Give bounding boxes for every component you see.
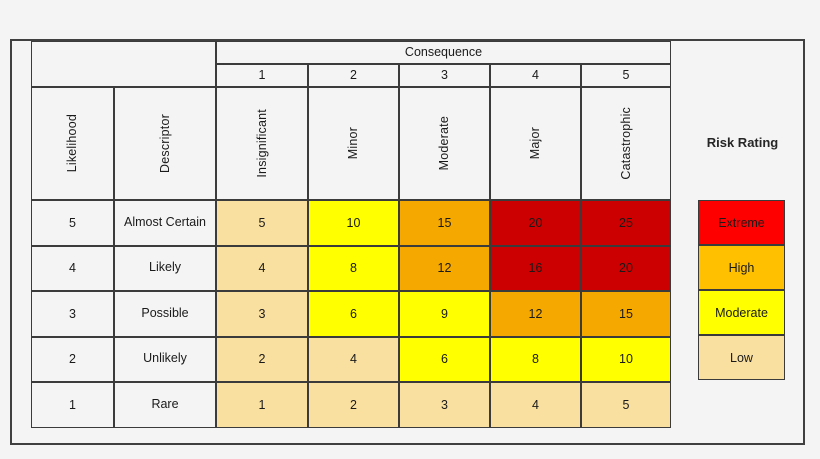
risk-cell-l4-c5[interactable]: 20 <box>581 245 671 291</box>
risk-cell-l2-c1[interactable]: 2 <box>216 336 308 382</box>
risk-cell-l5-c1[interactable]: 5 <box>216 200 308 246</box>
likelihood-header: Likelihood <box>31 87 114 200</box>
risk-cell-l4-c3[interactable]: 12 <box>399 245 490 291</box>
consequence-label-moderate-label: Moderate <box>437 116 452 171</box>
descriptor-value-4: Rare <box>114 382 216 428</box>
legend-item-moderate[interactable]: Moderate <box>698 290 785 335</box>
likelihood-value-2: 2 <box>31 336 114 382</box>
risk-cell-l4-c4[interactable]: 16 <box>490 245 581 291</box>
risk-cell-l3-c5[interactable]: 15 <box>581 291 671 337</box>
consequence-label-minor: Minor <box>308 87 399 200</box>
consequence-label-catastrophic: Catastrophic <box>581 87 671 200</box>
consequence-number-2: 2 <box>308 64 399 87</box>
consequence-number-3: 3 <box>399 64 490 87</box>
descriptor-header: Descriptor <box>114 87 216 200</box>
risk-cell-l4-c1[interactable]: 4 <box>216 245 308 291</box>
risk-cell-l2-c5[interactable]: 10 <box>581 336 671 382</box>
consequence-label-minor-label: Minor <box>346 127 361 160</box>
consequence-number-5: 5 <box>581 64 671 87</box>
risk-cell-l3-c1[interactable]: 3 <box>216 291 308 337</box>
consequence-header: Consequence <box>216 41 671 64</box>
consequence-label-insignificant-label: Insignificant <box>254 109 269 178</box>
risk-cell-l4-c2[interactable]: 8 <box>308 245 399 291</box>
legend-item-extreme[interactable]: Extreme <box>698 200 785 245</box>
risk-cell-l1-c4[interactable]: 4 <box>490 382 581 428</box>
consequence-label-moderate: Moderate <box>399 87 490 200</box>
consequence-label-insignificant: Insignificant <box>216 87 308 200</box>
risk-cell-l2-c3[interactable]: 6 <box>399 336 490 382</box>
likelihood-value-5: 5 <box>31 200 114 246</box>
descriptor-value-3: Unlikely <box>114 336 216 382</box>
risk-cell-l1-c1[interactable]: 1 <box>216 382 308 428</box>
legend-item-high[interactable]: High <box>698 245 785 290</box>
likelihood-value-3: 3 <box>31 291 114 337</box>
risk-cell-l2-c2[interactable]: 4 <box>308 336 399 382</box>
consequence-number-1: 1 <box>216 64 308 87</box>
risk-cell-l1-c5[interactable]: 5 <box>581 382 671 428</box>
risk-cell-l5-c5[interactable]: 25 <box>581 200 671 246</box>
consequence-label-major: Major <box>490 87 581 200</box>
likelihood-header-label: Likelihood <box>65 114 80 173</box>
risk-cell-l3-c3[interactable]: 9 <box>399 291 490 337</box>
risk-cell-l1-c3[interactable]: 3 <box>399 382 490 428</box>
legend-item-low[interactable]: Low <box>698 335 785 380</box>
risk-cell-l3-c4[interactable]: 12 <box>490 291 581 337</box>
descriptor-value-2: Possible <box>114 291 216 337</box>
consequence-label-catastrophic-label: Catastrophic <box>618 107 633 180</box>
risk-cell-l1-c2[interactable]: 2 <box>308 382 399 428</box>
risk-cell-l5-c4[interactable]: 20 <box>490 200 581 246</box>
risk-cell-l2-c4[interactable]: 8 <box>490 336 581 382</box>
risk-cell-l5-c3[interactable]: 15 <box>399 200 490 246</box>
risk-cell-l3-c2[interactable]: 6 <box>308 291 399 337</box>
risk-cell-l5-c2[interactable]: 10 <box>308 200 399 246</box>
descriptor-value-0: Almost Certain <box>114 200 216 246</box>
descriptor-value-1: Likely <box>114 245 216 291</box>
risk-rating-title: Risk Rating <box>706 135 779 150</box>
descriptor-header-label: Descriptor <box>157 114 172 173</box>
likelihood-value-4: 4 <box>31 245 114 291</box>
consequence-label-major-label: Major <box>528 127 543 160</box>
consequence-number-4: 4 <box>490 64 581 87</box>
header-blank-cell <box>31 41 216 87</box>
likelihood-value-1: 1 <box>31 382 114 428</box>
